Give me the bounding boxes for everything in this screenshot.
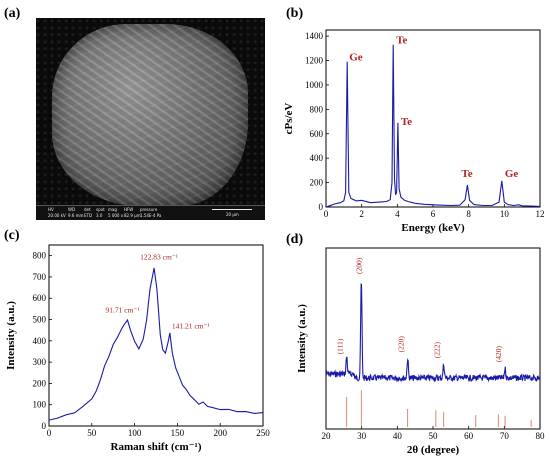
- miller-index-label: (220): [397, 336, 406, 353]
- x-tick-label: 50: [87, 428, 97, 438]
- y-axis-title: Intensity (a.u.): [296, 304, 308, 373]
- miller-index-label: (111): [336, 338, 345, 354]
- miller-index-label: (222): [433, 342, 442, 359]
- y-axis-title: Intensity (a.u.): [5, 301, 17, 370]
- peak-label-te: Te: [461, 168, 472, 180]
- sem-val-pressure: 1.54E-4 Pa: [140, 213, 162, 218]
- sem-flake: [52, 24, 248, 206]
- x-axis-title: Energy (keV): [401, 222, 465, 234]
- y-tick-label: 1200: [305, 56, 324, 66]
- sem-val-mag: 5 000 x: [108, 213, 124, 218]
- sem-val-hv: 20.00 kV: [48, 213, 66, 218]
- x-tick-label: 20: [322, 431, 332, 441]
- x-axis-title: Raman shift (cm⁻¹): [111, 441, 202, 453]
- xrd-series: [325, 283, 541, 383]
- panel-label-d: (d): [286, 232, 304, 247]
- y-tick-label: 600: [33, 293, 47, 303]
- y-tick-label: 1000: [305, 80, 324, 90]
- y-tick-label: 800: [33, 251, 47, 261]
- miller-index-label: (420): [494, 345, 503, 362]
- x-tick-label: 150: [171, 428, 185, 438]
- x-tick-label: 30: [357, 431, 367, 441]
- sem-micrograph: HV WD det spot mag HFW pressure 20.00 kV…: [36, 18, 265, 220]
- peak-label-ge: Ge: [349, 52, 363, 64]
- sem-info-pressure: pressure: [140, 207, 158, 212]
- x-tick-label: 60: [464, 431, 474, 441]
- y-tick-label: 700: [33, 272, 47, 282]
- panel-label-c: (c): [4, 228, 20, 243]
- y-tick-label: 0: [319, 202, 324, 212]
- y-tick-label: 400: [310, 153, 324, 163]
- sem-info-mag: mag: [108, 207, 117, 212]
- sem-info-hfw: HFW: [124, 207, 134, 212]
- x-tick-label: 200: [213, 428, 227, 438]
- plot-frame: [325, 247, 541, 430]
- sem-scale-label: 20 µm: [226, 212, 239, 217]
- y-tick-label: 0: [42, 421, 47, 431]
- y-tick-label: 800: [310, 104, 324, 114]
- sem-val-hfw: 82.9 µm: [124, 213, 141, 218]
- sem-val-det: ETD: [84, 213, 93, 218]
- x-tick-label: 50: [429, 431, 439, 441]
- sem-info-bar: HV WD det spot mag HFW pressure 20.00 kV…: [36, 205, 265, 220]
- x-axis-title: 2θ (degree): [407, 444, 460, 456]
- panel-label-b: (b): [286, 6, 304, 21]
- peak-label-te: Te: [396, 35, 407, 47]
- x-tick-label: 4: [395, 209, 400, 219]
- y-tick-label: 200: [310, 178, 324, 188]
- x-tick-label: 70: [500, 431, 510, 441]
- miller-index-label: (200): [354, 257, 363, 274]
- peak-annotation: 91.71 cm⁻¹: [106, 306, 140, 315]
- sem-info-det: det: [84, 207, 91, 212]
- sem-info-hv: HV: [48, 207, 54, 212]
- x-tick-label: 8: [466, 209, 471, 219]
- y-tick-label: 300: [33, 357, 47, 367]
- y-axis-title: cPs/eV: [283, 103, 295, 135]
- y-tick-label: 200: [33, 378, 47, 388]
- raman-series: [48, 267, 264, 421]
- y-tick-label: 600: [310, 129, 324, 139]
- y-tick-label: 100: [33, 400, 47, 410]
- peak-label-ge: Ge: [505, 168, 519, 180]
- x-tick-label: 10: [500, 209, 510, 219]
- x-tick-label: 6: [431, 209, 436, 219]
- plot-frame: [48, 244, 264, 427]
- x-tick-label: 2: [359, 209, 364, 219]
- peak-annotation: 122.83 cm⁻¹: [140, 252, 178, 261]
- sem-scale-bar: [212, 209, 252, 210]
- peak-label-te: Te: [401, 116, 412, 128]
- x-tick-label: 0: [324, 209, 329, 219]
- sem-val-wd: 9.6 mm: [68, 213, 84, 218]
- x-tick-label: 12: [536, 209, 545, 219]
- x-tick-label: 80: [536, 431, 546, 441]
- peak-annotation: 141.21 cm⁻¹: [172, 321, 210, 330]
- sem-info-wd: WD: [68, 207, 76, 212]
- y-tick-label: 400: [33, 336, 47, 346]
- y-tick-label: 1400: [305, 31, 324, 41]
- eds-series: [325, 44, 541, 208]
- x-tick-label: 250: [256, 428, 270, 438]
- x-tick-label: 100: [128, 428, 142, 438]
- x-tick-label: 40: [393, 431, 403, 441]
- y-tick-label: 500: [33, 315, 47, 325]
- panel-label-a: (a): [4, 6, 21, 21]
- sem-val-spot: 3.0: [96, 213, 103, 218]
- sem-info-spot: spot: [96, 207, 105, 212]
- x-tick-label: 0: [47, 428, 52, 438]
